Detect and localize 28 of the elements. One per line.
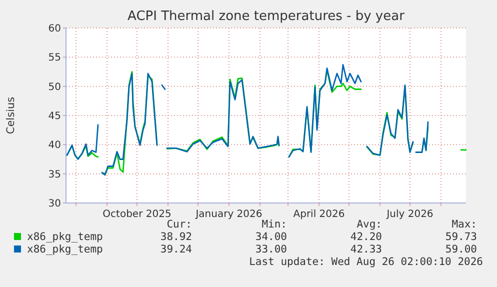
text: 42.20	[350, 231, 382, 243]
y-tick-label: 50	[48, 82, 61, 93]
x-tick-label: April 2026	[293, 209, 345, 220]
text: 34.00	[255, 231, 287, 243]
x-tick-label: October 2025	[102, 209, 172, 220]
text: Cur:	[166, 218, 192, 230]
text: Last update: Wed Aug 26 02:00:10 2026	[249, 256, 483, 268]
text: 59.00	[445, 244, 477, 256]
y-tick-label: 40	[48, 140, 61, 152]
y-tick-label: 35	[48, 169, 61, 180]
x-tick-label: July 2026	[386, 209, 434, 220]
text: 42.33	[350, 244, 382, 256]
y-tick-label: 30	[48, 198, 61, 210]
text: 39.24	[160, 244, 192, 256]
text: Max:	[452, 218, 477, 230]
text: 38.92	[160, 231, 192, 243]
text: Min:	[262, 218, 287, 230]
text: Avg:	[356, 218, 382, 230]
chart-title: ACPI Thermal zone temperatures - by year	[128, 9, 406, 24]
legend-label: x86_pkg_temp	[27, 231, 103, 243]
text: 33.00	[255, 244, 287, 256]
y-axis-title: Celsius	[5, 96, 17, 134]
y-tick-label: 45	[48, 111, 61, 122]
text: 59.73	[445, 231, 477, 243]
x-tick-label: January 2026	[194, 209, 262, 220]
legend-label: x86_pkg_temp	[27, 244, 103, 256]
y-tick-label: 60	[48, 24, 61, 34]
y-tick-label: 55	[48, 52, 61, 64]
